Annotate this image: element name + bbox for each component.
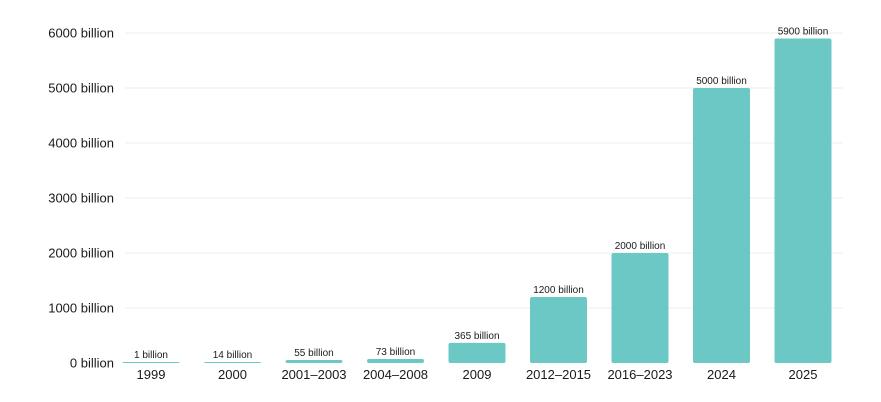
bar — [774, 38, 832, 363]
y-tick-label: 2000 billion — [48, 246, 114, 261]
y-tick-label: 6000 billion — [48, 26, 114, 41]
x-tick-label: 2009 — [463, 367, 492, 382]
x-tick-label: 2016–2023 — [607, 367, 672, 382]
y-tick-label: 4000 billion — [48, 136, 114, 151]
bars — [122, 38, 832, 363]
bar — [122, 362, 180, 363]
bar — [204, 362, 261, 363]
bar — [693, 88, 750, 363]
data-label: 14 billion — [213, 350, 252, 361]
x-tick-label: 1999 — [137, 367, 166, 382]
bar — [448, 342, 506, 363]
x-tick-label: 2000 — [218, 367, 247, 382]
y-tick-label: 5000 billion — [48, 81, 114, 96]
bar — [611, 253, 669, 363]
x-tick-label: 2004–2008 — [363, 367, 428, 382]
bar — [367, 358, 424, 363]
x-tick-label: 2025 — [789, 367, 818, 382]
data-label: 5900 billion — [778, 27, 829, 38]
data-label: 2000 billion — [615, 241, 666, 252]
y-tick-label: 0 billion — [70, 356, 114, 371]
data-label: 365 billion — [454, 331, 499, 342]
bar — [530, 297, 587, 363]
y-tick-label: 3000 billion — [48, 191, 114, 206]
data-label: 1200 billion — [533, 285, 584, 296]
data-label: 73 billion — [376, 347, 415, 358]
data-label: 55 billion — [294, 348, 333, 359]
data-label: 1 billion — [134, 350, 168, 361]
data-labels: 1 billion 14 billion 55 billion 73 billion 3… — [134, 27, 828, 362]
y-tick-label: 1000 billion — [48, 301, 114, 316]
x-tick-label: 2024 — [707, 367, 736, 382]
y-axis-tick-labels: 0 billion 1000 billion 2000 billion 3000 bi… — [48, 26, 114, 371]
x-tick-label: 2012–2015 — [526, 367, 591, 382]
bar — [285, 359, 343, 363]
data-label: 5000 billion — [696, 76, 747, 87]
x-tick-label: 2001–2003 — [281, 367, 346, 382]
x-axis-tick-labels: 1999 2000 2001–2003 2004–2008 2009 2012–2015 2… — [137, 367, 818, 382]
